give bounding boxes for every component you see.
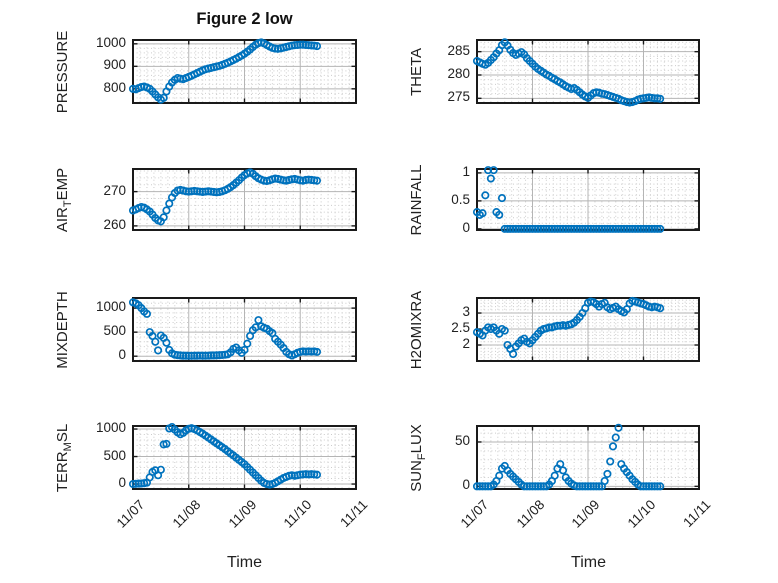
scatter-series-sun-flux	[472, 423, 665, 491]
y-axis-label-rainfall: RAINFALL	[408, 164, 425, 235]
figure-title: Figure 2 low	[196, 10, 293, 28]
y-axis-label-air-temp: AIRTEMP	[54, 167, 74, 232]
plot-area-pressure	[128, 38, 357, 104]
x-tick-label: 11/11	[337, 497, 371, 531]
y-axis-label-h2omixra: H2OMIXRA	[408, 290, 425, 369]
plot-area-sun-flux	[472, 423, 700, 491]
y-tick-label-mixdepth: 500	[103, 323, 126, 339]
x-tick-label: 11/08	[513, 497, 548, 531]
x-tick-label: 11/09	[568, 497, 603, 531]
scatter-series-pressure	[128, 38, 322, 104]
y-tick-label-theta: 275	[447, 89, 470, 105]
y-tick-label-h2omixra: 3	[462, 304, 470, 320]
x-tick-label: 11/08	[169, 497, 204, 531]
plot-area-mixdepth	[128, 297, 357, 362]
x-tick-label: 11/10	[281, 497, 315, 531]
y-tick-label-rainfall: 0	[462, 219, 470, 235]
y-tick-label-air-temp: 270	[103, 182, 126, 198]
y-tick-label-h2omixra: 2.5	[451, 320, 470, 336]
y-tick-label-terr-msl: 500	[103, 447, 126, 463]
y-tick-label-mixdepth: 1000	[95, 299, 126, 315]
plot-area-terr-msl	[128, 423, 357, 490]
scatter-series-rainfall	[472, 166, 665, 233]
x-tick-label: 11/07	[457, 497, 492, 531]
y-tick-label-sun-flux: 50	[454, 432, 470, 448]
plot-area-air-temp	[128, 168, 357, 231]
y-axis-label-sun-flux: SUNFLUX	[408, 423, 428, 492]
scatter-series-h2omixra	[472, 296, 665, 359]
y-tick-label-theta: 285	[447, 42, 470, 58]
y-tick-label-h2omixra: 2	[462, 336, 470, 351]
y-axis-label-terr-msl: TERRMSL	[54, 423, 74, 492]
y-tick-label-rainfall: 0.5	[451, 191, 470, 207]
plot-area-theta	[472, 38, 700, 107]
y-tick-label-pressure: 1000	[95, 34, 126, 50]
x-tick-label: 11/11	[680, 497, 714, 531]
y-tick-label-theta: 280	[447, 66, 470, 81]
y-tick-label-terr-msl: 1000	[95, 420, 126, 436]
scatter-series-terr-msl	[128, 423, 322, 489]
y-tick-label-air-temp: 260	[103, 216, 126, 232]
y-tick-label-pressure: 800	[103, 79, 126, 95]
plot-area-rainfall	[472, 166, 700, 233]
x-axis-label-left: Time	[227, 554, 262, 571]
y-tick-label-sun-flux: 0	[462, 477, 470, 493]
y-tick-label-pressure: 900	[103, 57, 126, 73]
y-tick-label-terr-msl: 0	[118, 475, 126, 491]
plot-area-h2omixra	[472, 296, 700, 362]
x-tick-label: 11/09	[225, 497, 260, 531]
scatter-series-air-temp	[128, 168, 322, 226]
scatter-series-mixdepth	[128, 298, 322, 360]
y-tick-label-rainfall: 1	[462, 163, 470, 179]
scatter-series-theta	[472, 38, 665, 107]
x-tick-label: 11/10	[624, 497, 659, 531]
x-axis-label-right: Time	[571, 554, 606, 571]
y-axis-label-mixdepth: MIXDEPTH	[54, 290, 71, 369]
y-tick-label-mixdepth: 0	[118, 347, 126, 363]
x-tick-label: 11/07	[113, 497, 148, 531]
